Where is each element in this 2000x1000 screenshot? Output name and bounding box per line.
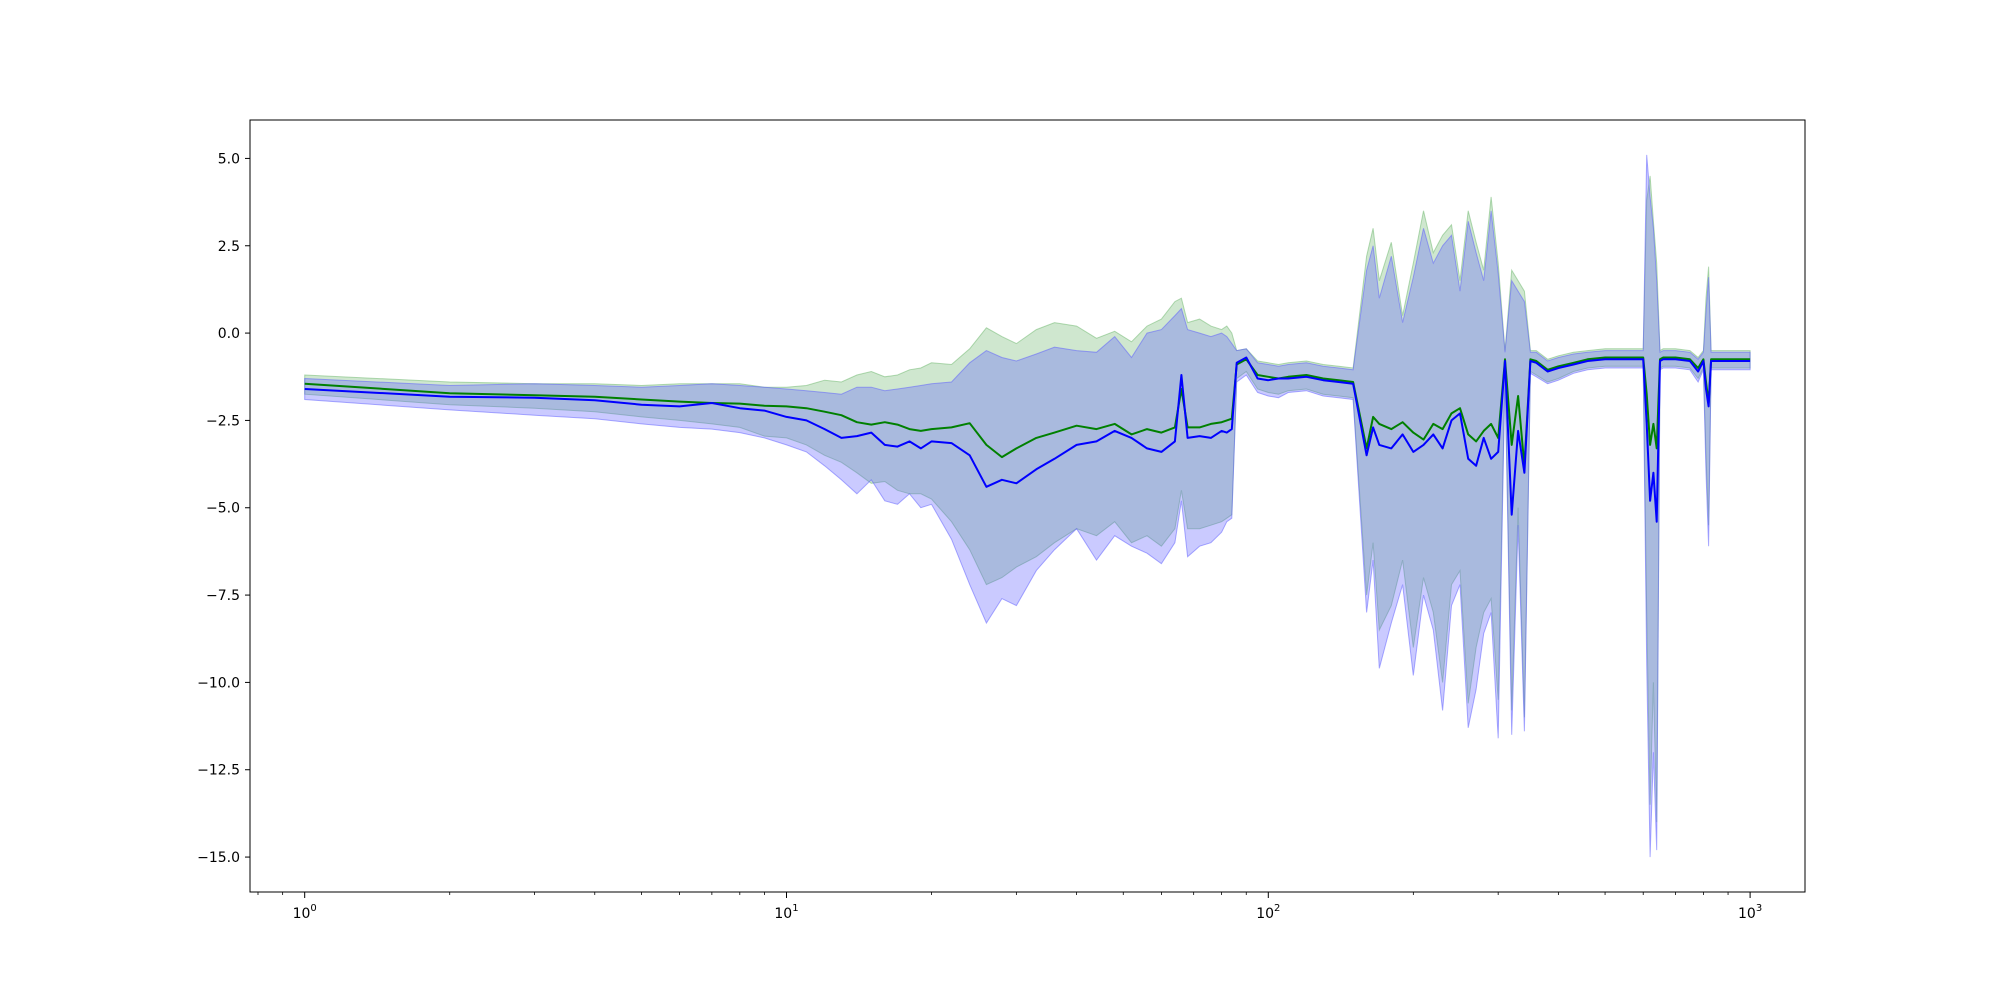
band-series-2 [304,154,1751,858]
y-tick-label: 2.5 [218,239,240,255]
y-tick-label: −10.0 [197,675,240,691]
y-tick-label: −12.5 [197,763,240,779]
x-tick-label: 101 [774,903,798,922]
y-tick-label: −5.0 [206,501,240,517]
series-lines [304,356,1751,523]
line-series-2 [304,356,1751,523]
y-tick-label: −2.5 [206,413,240,429]
x-axis-ticks: 100 101 102 103 [257,892,1762,922]
y-tick-label: −7.5 [206,588,240,604]
plot-frame [249,119,1806,893]
y-tick-label: 0.0 [218,326,240,342]
x-tick-label: 103 [1738,903,1762,922]
y-tick-label: −15.0 [197,850,240,866]
line-series-1 [304,356,1751,467]
y-tick-label: 5.0 [218,151,240,167]
x-tick-label: 102 [1256,903,1280,922]
x-tick-label: 100 [293,903,317,922]
confidence-bands [304,154,1751,858]
y-axis-ticks: 5.0 2.5 0.0 −2.5 −5.0 −7.5 −10.0 −12.5 −15.0 [197,151,250,866]
